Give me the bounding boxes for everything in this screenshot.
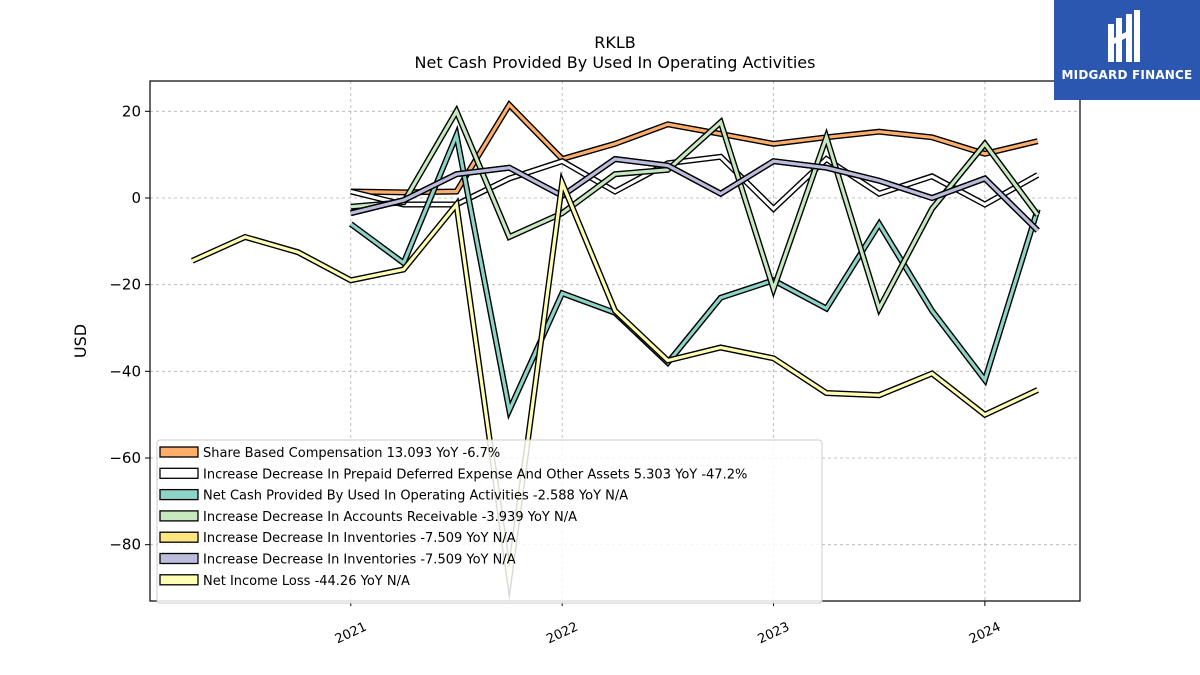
legend-item: Increase Decrease In Inventories -7.509 … [159,531,516,546]
midgard-logo-icon [1108,10,1140,62]
series-5 [350,155,1040,233]
y-tick-label: −40 [109,362,141,380]
legend-item: Net Cash Provided By Used In Operating A… [159,488,628,504]
y-tick-label: 0 [131,189,141,207]
legend-box [156,439,823,604]
logo-brand-text: MIDGARD FINANCE [1061,68,1193,82]
x-tick-label: 2024 [967,620,1003,648]
y-tick-label: −60 [109,449,141,467]
series-line [350,155,1039,212]
legend-label: Increase Decrease In Accounts Receivable… [203,510,577,525]
legend-swatch [159,488,199,501]
series-line [191,176,1039,592]
series-6 [191,171,1039,601]
legend-item: Increase Decrease In Inventories -7.509 … [159,552,516,568]
series-line [350,107,1039,313]
legend-item: Net Income Loss -44.26 YoY N/A [159,574,410,589]
x-tick-label: 2022 [544,620,580,648]
legend-item: Share Based Compensation 13.093 YoY -6.7… [159,446,500,461]
chart-subtitle: Net Cash Provided By Used In Operating A… [415,53,816,72]
legend-label: Increase Decrease In Prepaid Deferred Ex… [203,467,747,482]
x-tick-label: 2021 [333,620,369,648]
legend-label: Net Cash Provided By Used In Operating A… [203,489,628,504]
legend-item: Increase Decrease In Prepaid Deferred Ex… [159,467,747,482]
series-3 [350,104,1041,317]
legend: Share Based Compensation 13.093 YoY -6.7… [156,439,823,604]
y-axis-label: USD [71,324,90,358]
series-1 [350,153,1040,213]
series-line [349,129,1040,416]
series-2 [349,124,1041,421]
legend-label: Increase Decrease In Inventories -7.509 … [203,531,516,546]
legend-swatch [159,467,199,479]
y-tick-label: 20 [122,102,141,120]
series-line [350,157,1039,232]
legend-swatch [159,531,199,543]
legend-swatch [159,552,199,565]
y-tick-label: −80 [109,536,141,554]
legend-label: Share Based Compensation 13.093 YoY -6.7… [203,446,500,461]
legend-label: Increase Decrease In Inventories -7.509 … [203,553,516,568]
legend-swatch [159,574,199,586]
series-layer [191,99,1041,601]
x-tick-label: 2023 [756,620,792,648]
legend-swatch [159,446,199,458]
series-line-outline [350,155,1040,233]
legend-item: Increase Decrease In Accounts Receivable… [159,510,577,525]
midgard-finance-logo: MIDGARD FINANCE [1054,0,1200,100]
chart-title: RKLB [594,33,636,52]
y-tick-label: −20 [109,276,141,294]
legend-label: Net Income Loss -44.26 YoY N/A [203,574,410,589]
legend-swatch [159,510,199,522]
